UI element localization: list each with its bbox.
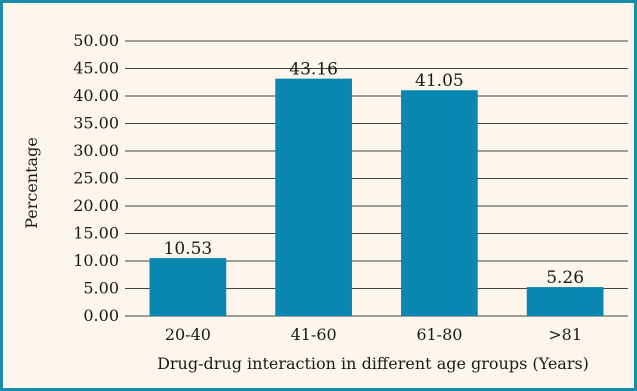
y-tick-label: 40.00 bbox=[73, 86, 119, 105]
y-tick-label: 35.00 bbox=[73, 114, 119, 133]
data-label: 41.05 bbox=[415, 71, 464, 91]
x-tick-label: >81 bbox=[548, 325, 582, 344]
x-tick-label: 41-60 bbox=[291, 325, 337, 344]
y-tick-label: 50.00 bbox=[73, 31, 119, 50]
bar-chart: 0.00 5.00 10.00 15.00 20.00 25.00 30.00 35.00 40… bbox=[22, 31, 628, 373]
y-tick-label: 20.00 bbox=[73, 196, 119, 215]
y-tick-label: 5.00 bbox=[83, 279, 119, 298]
y-axis-ticks: 0.00 5.00 10.00 15.00 20.00 25.00 30.00 35.00 40… bbox=[73, 31, 119, 325]
x-axis-ticks: 20-40 41-60 61-80 >81 bbox=[165, 325, 582, 344]
y-tick-label: 0.00 bbox=[83, 306, 119, 325]
bar bbox=[526, 287, 604, 316]
data-label: 43.16 bbox=[289, 60, 338, 80]
bar bbox=[275, 78, 352, 317]
data-labels: 10.53 43.16 41.05 5.26 bbox=[164, 60, 585, 288]
bar bbox=[149, 258, 227, 316]
x-tick-label: 20-40 bbox=[165, 325, 211, 344]
y-tick-label: 15.00 bbox=[73, 224, 119, 243]
y-tick-label: 25.00 bbox=[73, 169, 119, 188]
bar bbox=[401, 90, 478, 316]
y-tick-label: 45.00 bbox=[73, 59, 119, 78]
data-label: 10.53 bbox=[164, 239, 213, 259]
x-tick-label: 61-80 bbox=[416, 325, 462, 344]
data-label: 5.26 bbox=[546, 268, 584, 288]
y-tick-label: 30.00 bbox=[73, 141, 119, 160]
bars bbox=[149, 78, 604, 317]
x-axis-title: Drug-drug interaction in different age g… bbox=[157, 354, 589, 373]
y-axis-title: Percentage bbox=[22, 137, 41, 229]
y-tick-label: 10.00 bbox=[73, 251, 119, 270]
